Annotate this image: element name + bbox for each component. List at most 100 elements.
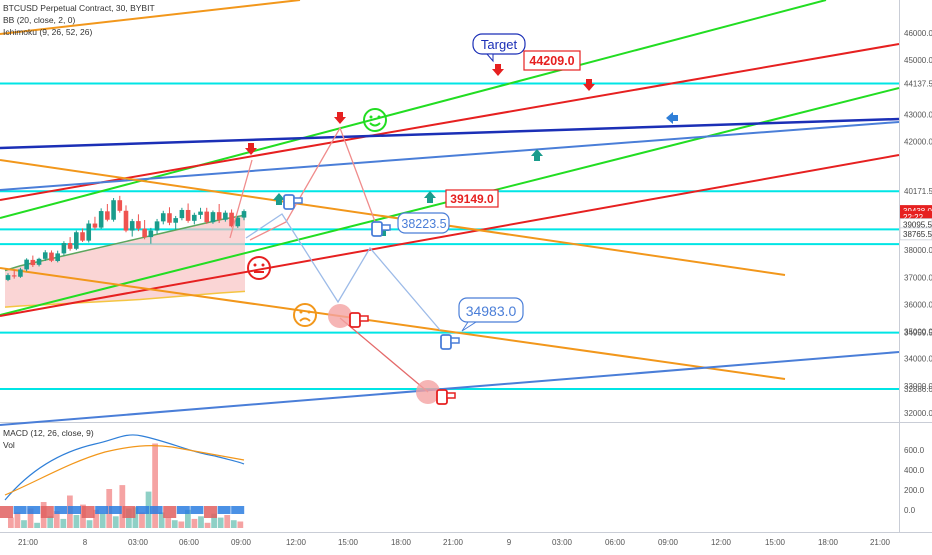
projection-path-3	[229, 159, 253, 239]
face-mouth	[369, 122, 381, 127]
candle-body	[98, 211, 104, 228]
time-tick-label: 12:00	[286, 538, 307, 547]
price-tick-label: 34959.5	[904, 329, 932, 338]
candle-body	[154, 221, 160, 231]
volume-bar	[158, 512, 165, 528]
macd-tick-label: 200.0	[904, 486, 925, 495]
price-tick-label: 43000.0	[904, 110, 932, 119]
arrow-marker-1	[334, 112, 346, 124]
volume-bar	[73, 515, 80, 528]
volume-bar	[47, 516, 54, 528]
hand-finger	[446, 392, 456, 399]
time-tick-label: 03:00	[128, 538, 149, 547]
candle-body	[5, 275, 11, 280]
volume-bar	[60, 518, 67, 528]
candle-body	[192, 214, 197, 221]
macd-hist-bar	[54, 506, 68, 514]
pointing-hand-icon	[349, 312, 369, 328]
price-tick-label: 32000.0	[904, 409, 932, 418]
face-eye	[299, 310, 303, 314]
time-tick-label: 21:00	[443, 538, 464, 547]
candle-body	[235, 217, 241, 227]
volume-bar	[211, 513, 217, 528]
time-tick-label: 8	[83, 538, 88, 547]
candle-body	[55, 253, 60, 261]
macd-indicator-label[interactable]: MACD (12, 26, close, 9)	[3, 428, 94, 438]
candle-body	[204, 211, 210, 223]
candle-body	[241, 211, 247, 218]
volume-bar	[217, 517, 224, 528]
price-tick-label: 46000.0	[904, 29, 932, 38]
candle-body	[92, 223, 98, 228]
bb-indicator-label[interactable]: BB (20, close, 2, 0)	[3, 15, 76, 25]
time-tick-label: 06:00	[179, 538, 200, 547]
volume-bar	[93, 509, 99, 528]
time-tick-label: 03:00	[552, 538, 573, 547]
pointing-hand-icon	[440, 334, 460, 350]
volume-bar	[171, 520, 178, 528]
ichimoku-indicator-label[interactable]: Ichimoku (9, 26, 52, 26)	[3, 27, 93, 37]
target-callout: Target	[472, 33, 526, 63]
face-eye	[253, 263, 257, 267]
arrow-marker-0	[245, 143, 257, 155]
macd-hist-bar	[136, 506, 149, 514]
callout-44209: 44209.0	[523, 50, 581, 71]
time-tick-label: 09:00	[231, 538, 252, 547]
smiley-neutral-icon	[247, 256, 271, 280]
price-tick-label: 37000.0	[904, 273, 932, 282]
macd-pane: 600.0 400.0 200.0 0.0	[0, 434, 925, 528]
volume-bar	[224, 515, 231, 528]
symbol-title: BTCUSD Perpetual Contract, 30, BYBIT	[3, 3, 155, 13]
macd-tick-label: 0.0	[904, 506, 916, 515]
time-tick-label: 18:00	[391, 538, 412, 547]
cloud-area	[5, 215, 245, 308]
candlesticks	[5, 195, 247, 282]
volume-bar	[86, 520, 93, 528]
macd-hist-bar	[204, 506, 217, 518]
macd-hist-bar	[122, 506, 136, 518]
macd-line	[4, 434, 245, 501]
macd-hist-bar	[108, 506, 122, 514]
volume-bar	[119, 485, 126, 528]
face-mouth	[299, 317, 311, 322]
callout-blue2-text: 34983.0	[466, 303, 517, 319]
hand-finger	[381, 224, 391, 231]
smiley-happy-icon	[363, 108, 387, 132]
markers	[245, 64, 678, 405]
candle-body	[49, 252, 54, 261]
face-eye	[377, 115, 381, 119]
callout-blue1-text: 38223.5	[401, 217, 446, 231]
arrow-marker-4	[273, 193, 285, 205]
price-tick-label: 36000.0	[904, 300, 932, 309]
volume-bar	[204, 522, 211, 528]
volume-bar	[152, 443, 158, 528]
arrow-marker-6	[531, 149, 543, 161]
pointing-hand-icon	[371, 221, 391, 237]
volume-bar	[165, 517, 172, 528]
smiley-sad-icon	[293, 303, 317, 327]
macd-hist-bar	[163, 506, 177, 518]
macd-hist-bar	[149, 506, 163, 514]
arrow-marker-8	[666, 112, 678, 124]
price-badge-label: 38765.5	[903, 230, 932, 239]
trendline-3	[0, 43, 900, 201]
hand-palm	[349, 312, 361, 328]
candle-body	[136, 221, 141, 229]
candle-body	[74, 232, 79, 249]
candle-body	[30, 259, 36, 266]
face-eye	[307, 310, 311, 314]
vol-indicator-label[interactable]: Vol	[3, 440, 15, 450]
candle-body	[210, 212, 216, 223]
macd-hist-bar	[95, 506, 109, 514]
target-label: Target	[481, 37, 518, 52]
volume-bar	[237, 521, 244, 528]
callout-mid-text: 39149.0	[450, 192, 494, 206]
trendline-8	[0, 267, 786, 380]
volume-bar	[27, 508, 34, 528]
signal-line	[4, 445, 245, 496]
pink-circle	[328, 304, 352, 328]
price-tick-label: 44137.5	[904, 80, 932, 89]
candle-body	[86, 223, 92, 241]
projection-path-1	[245, 213, 441, 331]
